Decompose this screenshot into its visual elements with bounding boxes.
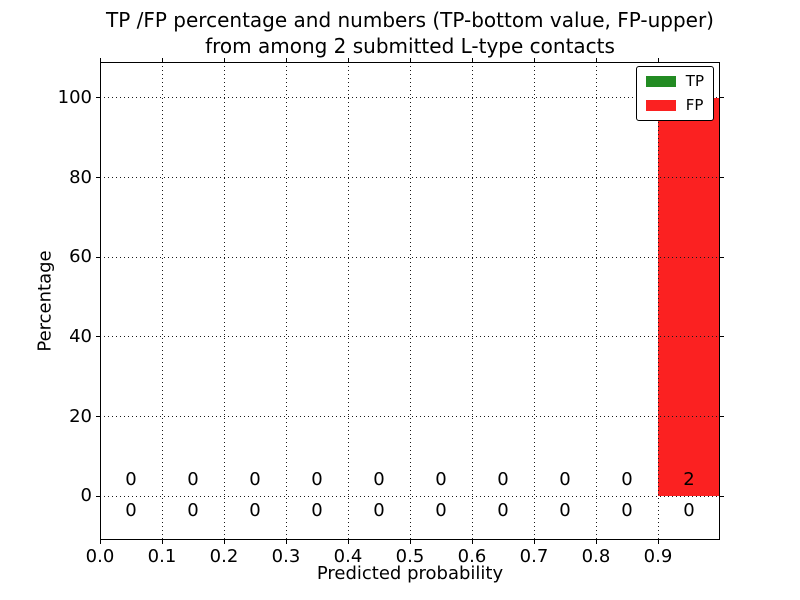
count-label-tp: 0 [621, 500, 633, 522]
y-tick-mark [720, 336, 724, 338]
grid-line-vertical [347, 62, 349, 540]
x-tick-mark [161, 58, 163, 62]
y-tick-mark [96, 336, 100, 338]
legend-label-fp: FP [685, 96, 704, 114]
grid-line-vertical [595, 62, 597, 540]
y-tick-mark [96, 256, 100, 258]
legend-label-tp: TP [685, 72, 704, 90]
count-label-tp: 0 [373, 500, 385, 522]
x-tick-mark [409, 58, 411, 62]
plot-area: TP FP 0.0 0.1 0.2 0.3 0.4 0.5 0.6 0.7 0.8 0.9 0 20 4… [58, 58, 724, 567]
x-tick-mark [285, 540, 287, 544]
grid-line-vertical [471, 62, 473, 540]
count-label-fp: 0 [311, 469, 323, 491]
x-tick-mark [471, 540, 473, 544]
count-label-tp: 0 [497, 500, 509, 522]
x-tick-label: 0.0 [85, 546, 115, 567]
x-axis-label: Predicted probability [316, 563, 504, 584]
bottom-spine [100, 539, 720, 540]
count-label-fp: 0 [373, 469, 385, 491]
legend: TP FP [635, 66, 714, 121]
x-tick-label: 0.4 [333, 546, 363, 567]
chart-title: TP /FP percentage and numbers (TP-bottom… [100, 7, 720, 59]
grid-line-vertical [657, 62, 659, 540]
x-tick-mark [99, 540, 101, 544]
x-tick-mark [99, 58, 101, 62]
y-tick-mark [720, 177, 724, 179]
y-tick-mark [720, 416, 724, 418]
count-label-fp: 0 [621, 469, 633, 491]
count-label-fp: 0 [187, 469, 199, 491]
tp-legend-swatch [645, 75, 676, 87]
x-tick-label: 0.2 [209, 546, 239, 567]
x-tick-mark [223, 540, 225, 544]
chart-title-line1: TP /FP percentage and numbers (TP-bottom… [106, 8, 714, 32]
x-tick-label: 0.6 [457, 546, 487, 567]
x-tick-mark [285, 58, 287, 62]
legend-item-tp: TP [645, 72, 704, 90]
x-tick-mark [347, 540, 349, 544]
count-label-fp: 0 [559, 469, 571, 491]
x-tick-mark [657, 58, 659, 62]
grid-line-vertical [161, 62, 163, 540]
y-tick-label: 20 [69, 405, 92, 427]
y-tick-label: 0 [80, 485, 92, 507]
fp-legend-swatch [645, 99, 676, 111]
x-tick-mark [223, 58, 225, 62]
left-spine [100, 62, 101, 540]
bar-fp [658, 97, 720, 497]
count-label-tp: 0 [559, 500, 571, 522]
x-tick-mark [409, 540, 411, 544]
y-tick-mark [96, 416, 100, 418]
x-tick-label: 0.9 [643, 546, 673, 567]
count-label-fp: 0 [249, 469, 261, 491]
y-tick-mark [96, 177, 100, 179]
x-tick-mark [595, 58, 597, 62]
x-tick-label: 0.5 [395, 546, 425, 567]
count-label-fp: 0 [435, 469, 447, 491]
y-tick-mark [96, 495, 100, 497]
x-tick-mark [161, 540, 163, 544]
grid-line-vertical [409, 62, 411, 540]
x-tick-mark [533, 58, 535, 62]
y-tick-mark [720, 495, 724, 497]
legend-item-fp: FP [645, 96, 704, 114]
count-label-tp: 0 [125, 500, 137, 522]
grid-line-vertical [533, 62, 535, 540]
grid-line-vertical [223, 62, 225, 540]
count-label-tp: 0 [683, 500, 695, 522]
count-label-fp: 0 [497, 469, 509, 491]
top-spine [100, 62, 720, 63]
chart-title-line2: from among 2 submitted L-type contacts [205, 34, 615, 58]
y-tick-mark [720, 256, 724, 258]
grid-line-vertical [285, 62, 287, 540]
y-tick-label: 80 [69, 166, 92, 188]
x-tick-label: 0.7 [519, 546, 549, 567]
x-tick-label: 0.3 [271, 546, 301, 567]
x-tick-mark [471, 58, 473, 62]
count-label-tp: 0 [249, 500, 261, 522]
x-tick-mark [595, 540, 597, 544]
y-tick-mark [96, 97, 100, 99]
y-tick-mark [720, 97, 724, 99]
x-tick-label: 0.1 [147, 546, 177, 567]
x-tick-mark [657, 540, 659, 544]
x-tick-mark [533, 540, 535, 544]
x-tick-mark [347, 58, 349, 62]
count-label-tp: 0 [187, 500, 199, 522]
y-tick-label: 100 [57, 86, 92, 108]
y-tick-label: 40 [69, 325, 92, 347]
count-label-fp: 0 [125, 469, 137, 491]
count-label-tp: 0 [311, 500, 323, 522]
x-tick-label: 0.8 [581, 546, 611, 567]
count-label-fp: 2 [683, 469, 695, 491]
count-label-tp: 0 [435, 500, 447, 522]
right-spine [719, 62, 720, 540]
y-tick-label: 60 [69, 246, 92, 268]
